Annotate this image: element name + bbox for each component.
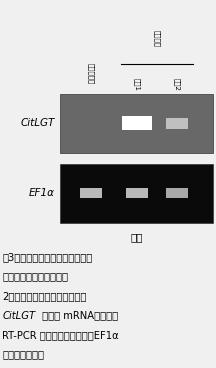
Text: 遗伝子 mRNAの発現を: 遗伝子 mRNAの発現を: [39, 311, 118, 321]
Bar: [126, 188, 148, 198]
Text: 系絆1: 系絆1: [134, 78, 140, 91]
Text: CitLGT: CitLGT: [21, 118, 55, 128]
Text: る導入造伝子の発現解析: る導入造伝子の発現解析: [2, 272, 68, 282]
Text: 2系統の組換え体果実における: 2系統の組換え体果実における: [2, 291, 87, 301]
Text: 組換え体: 組換え体: [154, 30, 160, 47]
Text: RT-PCR 法により確認した（EF1α: RT-PCR 法により確認した（EF1α: [2, 330, 119, 340]
Bar: [122, 116, 152, 130]
Text: 非組換え体: 非組換え体: [87, 63, 94, 84]
Text: は内部標準）。: は内部標準）。: [2, 350, 44, 360]
Text: 果実: 果実: [130, 232, 143, 243]
Bar: [60, 164, 213, 223]
Text: 系絆2: 系絆2: [174, 78, 180, 91]
Text: CitLGT: CitLGT: [2, 311, 35, 321]
Bar: [166, 188, 188, 198]
Text: 図3．早期開花個体の果実におけ: 図3．早期開花個体の果実におけ: [2, 252, 92, 262]
Bar: [60, 94, 213, 153]
Text: EF1α: EF1α: [29, 188, 55, 198]
Bar: [166, 118, 188, 129]
Bar: [80, 188, 102, 198]
